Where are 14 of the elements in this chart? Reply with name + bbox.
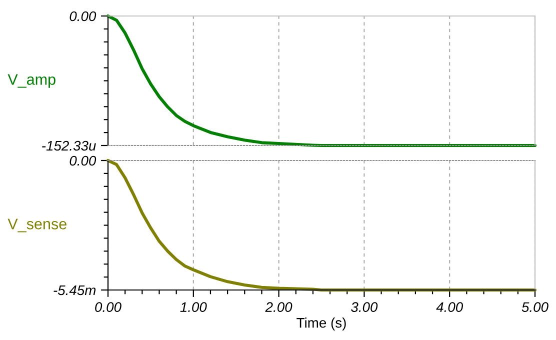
line-series: [106, 14, 537, 148]
x-tick-label: 4.00: [436, 302, 463, 312]
y-tick-label: -5.45m: [54, 285, 96, 296]
y-tick-label: 0.00: [70, 156, 96, 166]
y-axis-title: V_sense: [8, 218, 66, 232]
x-tick-label: 2.00: [265, 302, 292, 312]
y-axis-title: V_amp: [8, 74, 56, 88]
y-tick-label: 0.00: [70, 11, 96, 22]
x-tick-label: 5.00: [522, 302, 548, 312]
x-tick-label: 1.00: [180, 302, 207, 312]
x-axis-title: Time (s): [296, 318, 346, 330]
x-tick-label: 0.00: [95, 302, 122, 312]
x-tick-label: 3.00: [351, 302, 378, 312]
y-tick-label: -152.33u: [42, 140, 96, 151]
